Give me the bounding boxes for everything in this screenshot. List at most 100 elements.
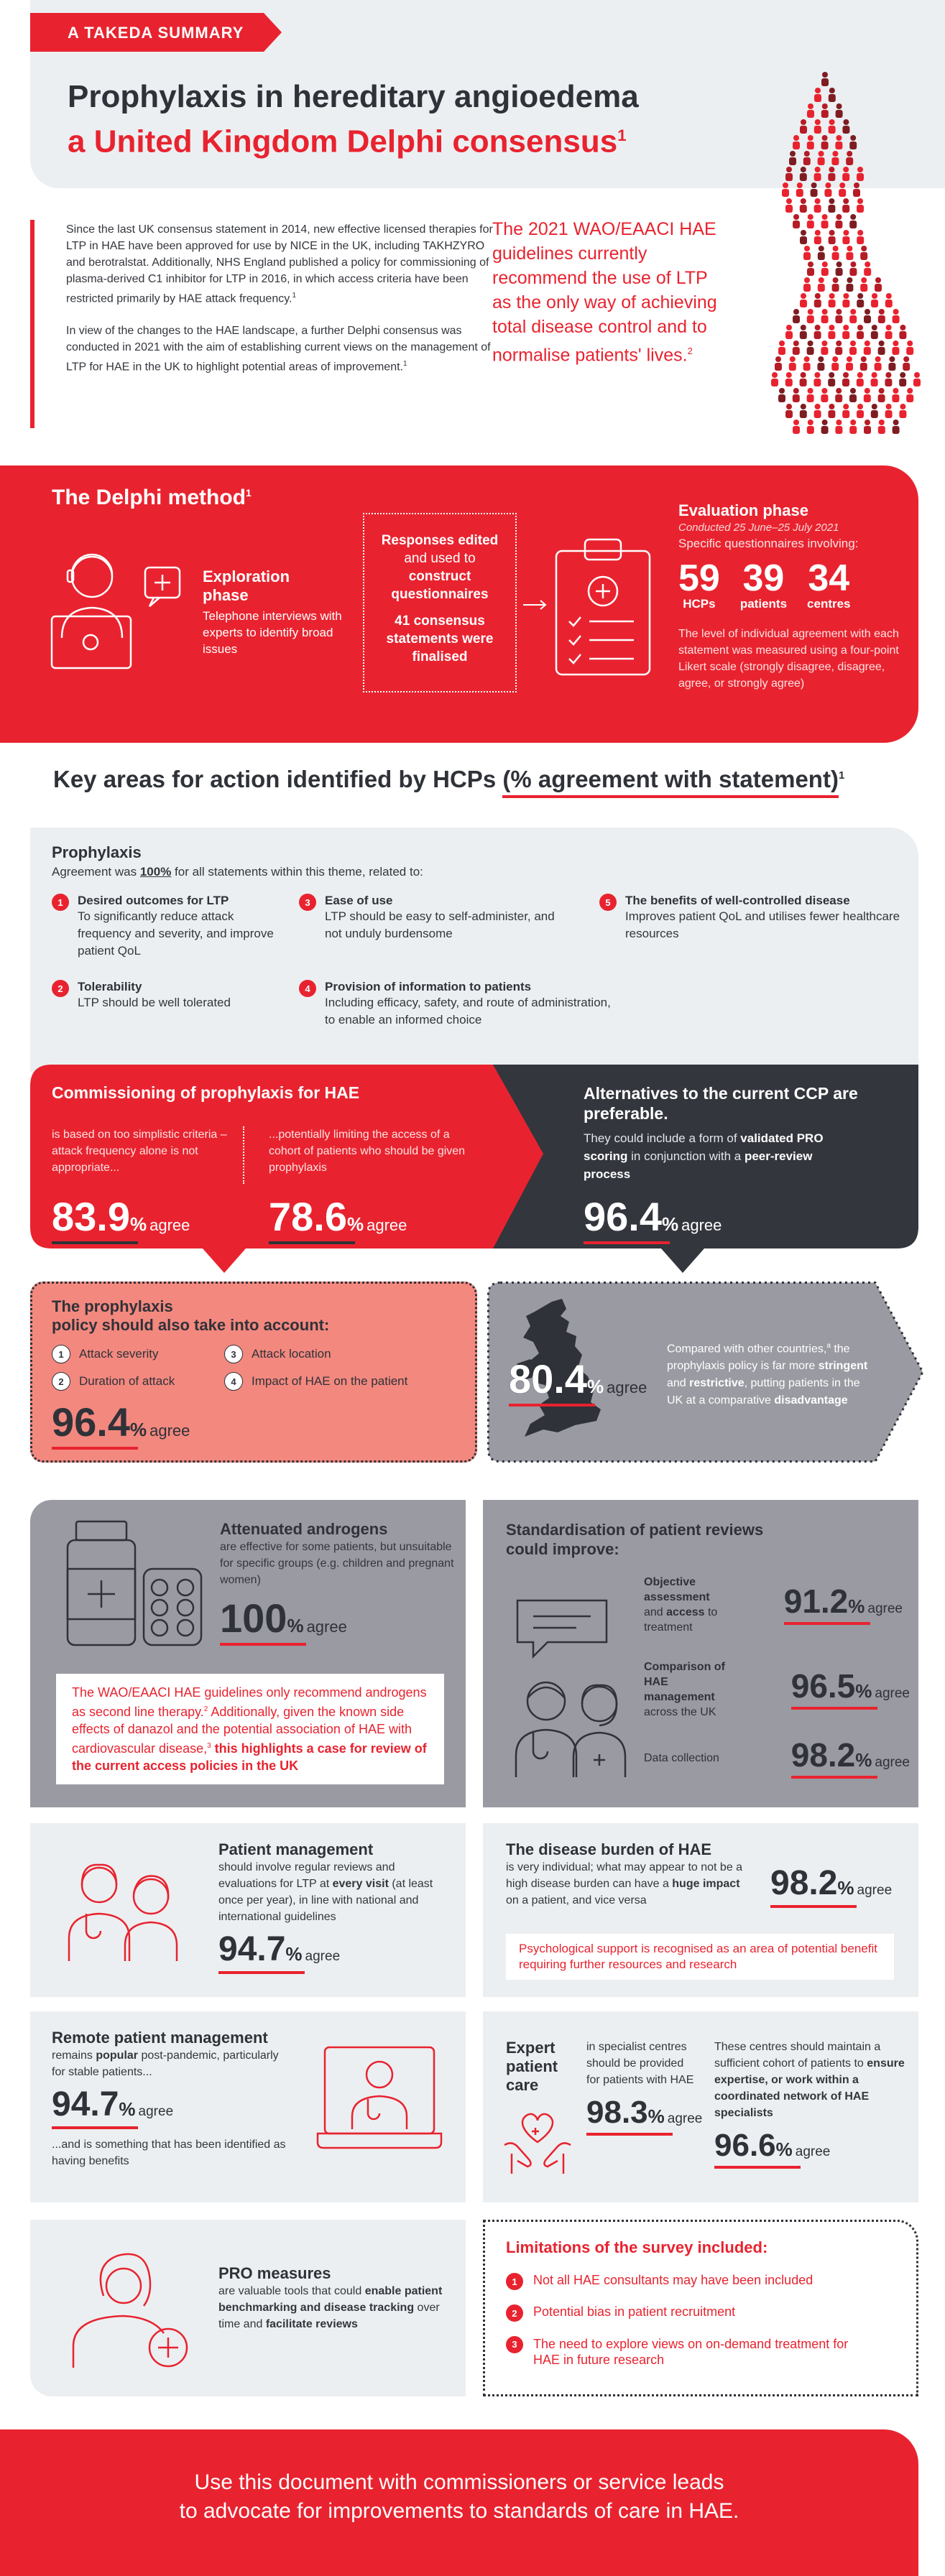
person-figure	[885, 293, 893, 307]
person-figure	[806, 214, 814, 228]
person-figure	[803, 246, 811, 260]
agree-underline	[52, 1447, 138, 1450]
person-figure	[864, 261, 872, 276]
commissioning-divider	[243, 1126, 244, 1184]
person-figure	[846, 277, 854, 292]
stat-patients: 39 patients	[740, 560, 787, 611]
policy-title: The prophylaxis policy should also take …	[52, 1297, 329, 1335]
person-figure	[807, 261, 814, 276]
remote-body: remains popular post-pandemic, particula…	[52, 2047, 289, 2080]
agree-pct: %	[285, 1943, 303, 1965]
person-figure	[828, 372, 836, 386]
policy-stat: 96.4% agree	[52, 1402, 190, 1450]
key-areas-title-a: Key areas for action identified by HCPs	[53, 766, 503, 792]
agree-pct: %	[119, 2098, 136, 2120]
number-badge: 3	[224, 1345, 243, 1363]
agree-word: agree	[681, 1216, 722, 1234]
person-figure	[789, 151, 796, 165]
agree-value: 98.3	[586, 2095, 648, 2130]
evaluation-phase: Evaluation phase Conducted 25 June–25 Ju…	[678, 501, 908, 692]
person-figure	[828, 88, 836, 102]
intro-para1: Since the last UK consensus statement in…	[66, 223, 493, 305]
intro-quote-text: The 2021 WAO/EAACI HAE guidelines curren…	[492, 219, 717, 366]
remote-text-c: post-pandemic, particularly for stable p…	[52, 2049, 279, 2078]
patient-mgmt-text-b: every visit	[332, 1878, 389, 1890]
burden-text-b: huge impact	[672, 1878, 740, 1890]
stat-patients-value: 39	[742, 557, 785, 599]
person-figure	[831, 277, 839, 292]
person-figure	[817, 151, 825, 165]
limitations-item-3: 3 The need to explore views on on-demand …	[506, 2336, 865, 2368]
uk-people-map-icon	[740, 65, 927, 453]
chat-bubble-icon	[512, 1596, 612, 1661]
agree-value: 100	[220, 1595, 287, 1641]
page-title-sup: 1	[617, 126, 627, 144]
pro-text-d: facilitate reviews	[265, 2318, 358, 2330]
commissioning-left-stat: 83.9% agree	[52, 1197, 190, 1244]
agree-underline	[269, 1241, 355, 1244]
person-figure	[874, 356, 882, 371]
agree-pct: %	[855, 1680, 872, 1702]
androgens-note-c: this highlights a case for review of the…	[72, 1741, 427, 1773]
expert-left: in specialist centres should be provided…	[586, 2039, 730, 2136]
number-badge: 3	[506, 2336, 523, 2353]
person-figure	[821, 340, 829, 355]
person-figure	[813, 372, 821, 386]
pro-panel	[30, 2220, 466, 2396]
intro-para1-sup: 1	[292, 292, 297, 300]
heart-hands-icon	[502, 2105, 573, 2177]
person-figure	[859, 356, 867, 371]
prophylaxis-item-title: Desired outcomes for LTP	[78, 894, 229, 907]
person-figure	[835, 103, 843, 118]
expert-telephone-icon	[47, 537, 191, 674]
exploration-text: Telephone interviews with experts to ide…	[203, 609, 342, 656]
policy-item-4: 4 Impact of HAE on the patient	[224, 1372, 407, 1391]
remote-text: Remote patient management remains popula…	[52, 2029, 289, 2169]
person-figure	[831, 151, 839, 165]
person-figure	[793, 309, 800, 323]
person-figure	[785, 325, 793, 339]
stat-patients-label: patients	[739, 597, 788, 611]
limitations-item-2: 2 Potential bias in patient recruitment	[506, 2304, 901, 2322]
person-figure	[857, 167, 864, 181]
person-figure	[857, 230, 865, 244]
person-figure	[782, 182, 789, 197]
person-figure	[799, 325, 807, 339]
agree-word: agree	[367, 1216, 407, 1234]
person-figure	[807, 103, 814, 118]
person-figure	[821, 261, 829, 276]
person-figure	[892, 309, 900, 323]
patient-mgmt-text: Patient management should involve regula…	[218, 1840, 448, 1974]
burden-text: The disease burden of HAE is very indivi…	[506, 1840, 743, 1909]
alternatives-shape	[493, 1065, 918, 1309]
person-figure	[842, 293, 850, 307]
uk-map-icon	[509, 1297, 609, 1448]
agree-value: 78.6	[269, 1194, 347, 1239]
person-figure	[899, 325, 907, 339]
person-figure	[813, 325, 821, 339]
person-figure	[835, 388, 843, 402]
key-areas-title-b: (% agreement with statement)	[502, 766, 839, 798]
prophylaxis-item-text: To significantly reduce attack frequency…	[78, 909, 274, 958]
stat-centres-value: 34	[808, 557, 850, 599]
stat-hcps-value: 59	[678, 557, 720, 599]
person-figure	[813, 119, 821, 134]
number-badge: 2	[52, 980, 69, 997]
agree-word: agree	[795, 2144, 831, 2159]
person-figure	[800, 119, 807, 134]
prophylaxis-item-3: 3 Ease of use LTP should be easy to self-…	[299, 894, 572, 942]
agree-pct: %	[775, 2139, 793, 2160]
patient-plus-icon	[66, 2241, 195, 2371]
agree-underline	[586, 2133, 673, 2136]
person-figure	[831, 356, 839, 371]
remote-body2: ...and is something that has been identi…	[52, 2139, 286, 2167]
standardisation-label-d: across the UK	[644, 1706, 716, 1718]
limitations-item-text: Not all HAE consultants may have been in…	[533, 2273, 813, 2287]
agree-pct: %	[130, 1419, 147, 1440]
person-figure	[821, 135, 829, 149]
comparison-text-f: , putting patients in the UK at a compar…	[667, 1377, 860, 1407]
person-figure	[849, 214, 857, 228]
androgens-note-b: Additionally, given the known side effec…	[72, 1705, 412, 1756]
key-areas-title: Key areas for action identified by HCPs …	[53, 766, 844, 798]
number-badge: 1	[52, 894, 69, 911]
